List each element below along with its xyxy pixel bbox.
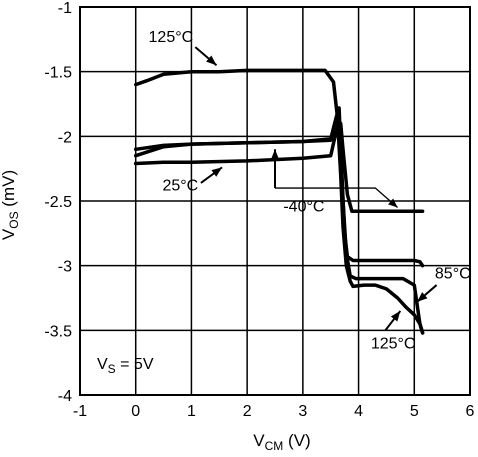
x-tick-label: 2 — [243, 403, 252, 420]
condition-main: V — [97, 356, 108, 373]
annotation-arrowhead — [206, 55, 217, 66]
annotations: 125°C 25°C -40°C 85°C 125°C — [149, 29, 471, 353]
condition-rest: = 5V — [116, 356, 154, 373]
y-tick-label: -3 — [58, 259, 72, 276]
x-tick-label: 4 — [354, 403, 363, 420]
series-annotation-label: 125°C — [149, 29, 194, 46]
series-annotation-label: 25°C — [162, 178, 198, 195]
series-line — [133, 121, 425, 214]
supply-condition-label: VS = 5V — [97, 356, 154, 376]
y-axis-title: VOS (mV) — [0, 170, 21, 240]
condition-sub: S — [108, 362, 116, 376]
y-tick-label: -3.5 — [44, 323, 72, 340]
x-tick-label: 6 — [466, 403, 475, 420]
series-annotation-label: -40°C — [283, 198, 324, 215]
x-axis-title: VCM (V) — [253, 431, 310, 453]
series-line — [133, 106, 425, 268]
series-annotation-label: 85°C — [435, 266, 471, 283]
series-annotation-label: 125°C — [371, 335, 416, 352]
y-tick-label: -2 — [58, 129, 72, 146]
x-tick-label: 1 — [187, 403, 196, 420]
x-tick-label: 5 — [410, 403, 419, 420]
tick-labels: -1 0 1 2 3 4 5 6 -1 -1.5 -2 -2.5 -3 -3.5 -4 — [44, 0, 474, 420]
annotation-arrowhead — [417, 292, 428, 302]
annotation-arrowhead — [211, 167, 223, 177]
y-tick-label: -1 — [58, 0, 72, 17]
x-axis-title-sub: CM — [265, 439, 284, 453]
annotation-arrowhead — [390, 310, 401, 322]
x-axis-title-unit: (V) — [283, 431, 310, 450]
x-tick-label: -1 — [73, 403, 87, 420]
annotation-arrowhead — [270, 149, 280, 160]
y-axis-title-main: V — [0, 228, 18, 240]
annotation-leader-line — [275, 187, 398, 208]
y-tick-label: -2.5 — [44, 194, 72, 211]
y-axis-title-sub: OS — [7, 211, 21, 228]
x-tick-label: 0 — [131, 403, 140, 420]
annotation-arrowhead — [388, 198, 398, 208]
series-lines — [133, 68, 425, 335]
x-axis-title-main: V — [253, 431, 265, 450]
x-tick-label: 3 — [298, 403, 307, 420]
y-tick-label: -4 — [58, 388, 72, 405]
y-tick-label: -1.5 — [44, 65, 72, 82]
plot-frame — [79, 6, 471, 396]
y-axis-title-unit: (mV) — [0, 170, 18, 212]
